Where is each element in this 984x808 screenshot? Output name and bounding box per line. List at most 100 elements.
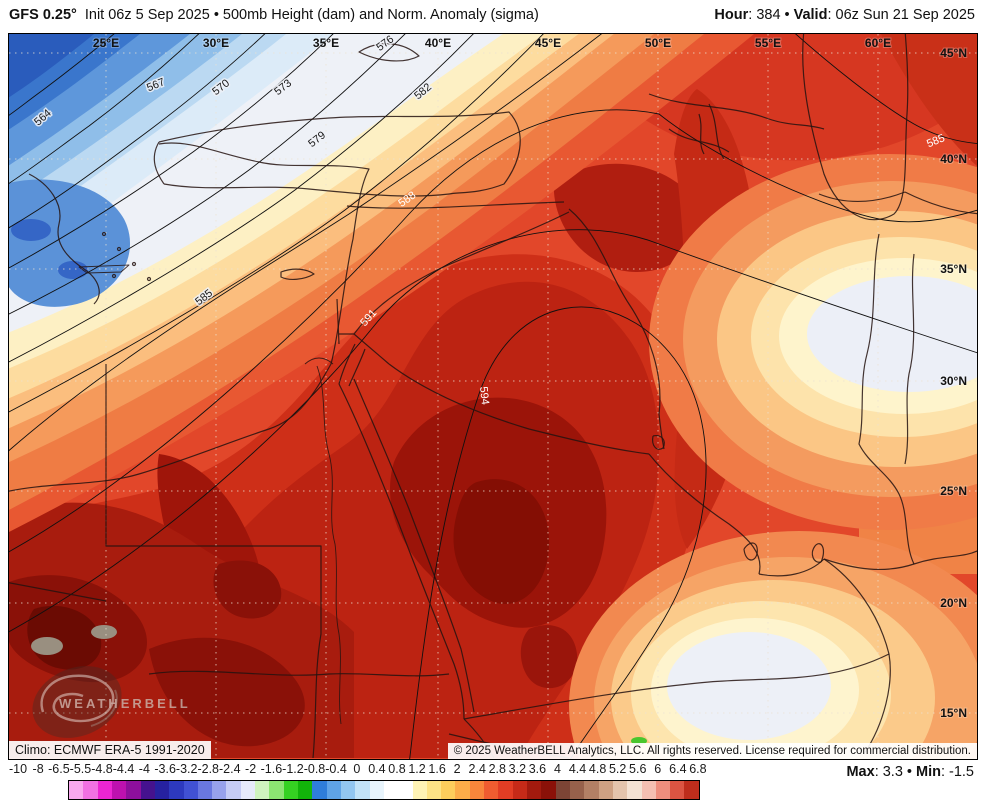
colorbar-cell (569, 781, 585, 799)
copyright-note: © 2025 WeatherBELL Analytics, LLC. All r… (447, 743, 977, 759)
header-bar: GFS 0.25° Init 06z 5 Sep 2025 • 500mb Heigh… (0, 0, 984, 33)
colorbar-cell (426, 781, 442, 799)
colorbar-tick: -3.2 (175, 762, 198, 776)
colorbar-cell (283, 781, 298, 799)
colorbar-tick: 6 (654, 762, 662, 776)
hdr-bullet: • (784, 7, 790, 23)
colorbar-cell (612, 781, 628, 799)
lat-label: 25°N (940, 484, 967, 498)
colorbar-tick: 4.8 (588, 762, 607, 776)
colorbar-cell (641, 781, 656, 799)
model-name: GFS 0.25° (9, 7, 77, 23)
colorbar-tick: 4 (553, 762, 561, 776)
colorbar-tick: 1.2 (408, 762, 426, 776)
colorbar-tick-labels: -10 -8 -6.5 -5.5 -4.8 -4.4 -4 -3.6 -3.2 -2.8 -2.4-… (8, 762, 708, 776)
colorbar-tick: 1.6 (428, 762, 446, 776)
colorbar-cell (197, 781, 213, 799)
colorbar-tick: -8 (32, 762, 44, 776)
colorbar-cell (541, 781, 556, 799)
init-text: Init 06z 5 Sep 2025 (84, 7, 210, 23)
valid-label: Valid (793, 7, 828, 23)
hour-value: : 384 (748, 7, 781, 23)
colorbar-tick: 4.4 (568, 762, 587, 776)
colorbar-cell (326, 781, 341, 799)
anomaly-fills (9, 34, 977, 759)
colorbar-tick: -0.4 (325, 762, 347, 776)
colorbar-cell (598, 781, 613, 799)
stats-bullet: • (906, 764, 912, 780)
map-panel: 564 567 570 573 576 579 582 585 588 591 594 585 25°… (8, 33, 978, 760)
colorbar-tick: -2 (245, 762, 257, 776)
colorbar-cell (126, 781, 141, 799)
colorbar-cell (97, 781, 112, 799)
colorbar-cell (655, 781, 671, 799)
valid-value: : 06z Sun 21 Sep 2025 (827, 7, 975, 23)
climo-note: Climo: ECMWF ERA-5 1991-2020 (9, 741, 211, 759)
title-left: GFS 0.25° Init 06z 5 Sep 2025 • 500mb Heigh… (9, 7, 539, 23)
colorbar-cell (627, 781, 642, 799)
lon-label: 30°E (203, 36, 229, 50)
title-bullet: • (213, 7, 219, 23)
colorbar-cell (498, 781, 513, 799)
lon-label: 50°E (645, 36, 671, 50)
colorbar-cell (111, 781, 127, 799)
colorbar-tick: -10 (8, 762, 28, 776)
colorbar-cell (455, 781, 470, 799)
colorbar-cell (441, 781, 456, 799)
title-right: Hour: 384 • Valid: 06z Sun 21 Sep 2025 (714, 7, 975, 23)
lon-label: 55°E (755, 36, 781, 50)
colorbar-tick: 0.4 (368, 762, 386, 776)
colorbar-tick: 0 (353, 762, 361, 776)
colorbar-cell (212, 781, 227, 799)
colorbar-cell (369, 781, 384, 799)
colorbar-cell (269, 781, 284, 799)
colorbar-cell (398, 781, 413, 799)
colorbar-cell (169, 781, 184, 799)
colorbar-cell (355, 781, 370, 799)
lat-label: 35°N (940, 262, 967, 276)
colorbar-cell (412, 781, 427, 799)
lat-label: 40°N (940, 152, 967, 166)
lon-label: 35°E (313, 36, 339, 50)
colorbar-tick: 2.8 (488, 762, 506, 776)
colorbar (68, 780, 700, 800)
max-label: Max (846, 764, 875, 780)
graticule (9, 34, 977, 759)
colorbar-tick: 5.6 (629, 762, 647, 776)
graticule-labels: 25°E 30°E 35°E 40°E 45°E 50°E 55°E 60°E 45°N 40°N… (92, 35, 968, 721)
min-value: : -1.5 (940, 764, 974, 780)
lon-label: 25°E (93, 36, 119, 50)
colorbar-tick: 6.8 (689, 762, 707, 776)
colorbar-cell (240, 781, 256, 799)
colorbar-tick: -4.4 (112, 762, 135, 776)
colorbar-tick: -1.2 (282, 762, 304, 776)
colorbar-cell (140, 781, 155, 799)
colorbar-cell (183, 781, 198, 799)
colorbar-tick: -0.8 (303, 762, 326, 776)
colorbar-cell (584, 781, 599, 799)
lat-label: 45°N (940, 46, 967, 60)
colorbar-cell (684, 781, 699, 799)
lon-label: 45°E (535, 36, 561, 50)
colorbar-tick: 3.6 (528, 762, 547, 776)
colorbar-tick: -3.6 (154, 762, 176, 776)
colorbar-cell (298, 781, 313, 799)
colorbar-tick: 2 (453, 762, 461, 776)
max-value: : 3.3 (874, 764, 903, 780)
colorbar-cell (670, 781, 685, 799)
colorbar-cell (312, 781, 327, 799)
product-text: 500mb Height (dam) and Norm. Anomaly (si… (222, 7, 539, 23)
height-contour-label: 594 (477, 386, 491, 406)
lat-label: 20°N (940, 596, 967, 610)
colorbar-cell (226, 781, 241, 799)
colorbar-cell (383, 781, 399, 799)
colorbar-tick: 0.8 (388, 762, 406, 776)
colorbar-cell (512, 781, 527, 799)
colorbar-tick: -1.6 (260, 762, 283, 776)
colorbar-tick: -2.4 (219, 762, 241, 776)
colorbar-cell (83, 781, 98, 799)
min-label: Min (915, 764, 941, 780)
lat-label: 30°N (940, 374, 967, 388)
